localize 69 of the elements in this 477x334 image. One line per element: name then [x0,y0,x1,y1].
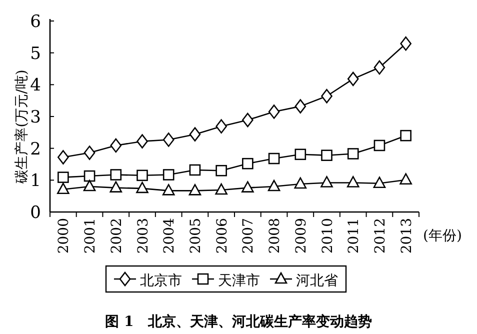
point [268,152,280,164]
point [268,180,280,192]
point [110,181,122,192]
point [110,138,122,153]
point [188,184,202,196]
point [216,119,227,134]
text: 图 1 北京、天津、河北碳生产率变动趋势 [105,313,372,330]
point [84,170,96,182]
x-tick-label: 2011 [346,218,362,254]
y-tick-label: 6 [30,12,41,32]
point [58,172,69,183]
point [400,173,412,184]
point [216,164,227,176]
x-tick-label: 2006 [214,218,230,254]
point [242,158,254,170]
point [136,182,148,194]
point [162,132,174,147]
point [162,184,175,196]
y-axis-title: 碳生产率(万元/吨) [14,70,30,184]
point [189,127,201,142]
y-tick-label: 1 [30,171,41,192]
point [400,130,412,142]
point [215,183,228,195]
x-axis-title: (年份) [423,228,462,244]
point [84,146,96,160]
point [321,150,332,161]
point [57,182,70,194]
x-tick-label: 2013 [398,218,415,254]
x-tick-label: 2007 [240,218,257,254]
point [136,134,148,148]
point [400,36,412,51]
legend-label: 河北省 [296,273,338,289]
x-tick-label: 2003 [135,218,152,254]
x-tick-label: 2001 [82,218,99,254]
x-tick-label: 2009 [293,218,310,254]
x-tick-label: 2004 [162,218,178,254]
y-tick-label: 3 [30,108,41,128]
x-tick-label: 2005 [188,218,204,254]
x-tick-label: 2002 [108,218,125,254]
point [162,169,174,180]
y-tick-label: 5 [30,44,41,64]
point [83,180,96,192]
point [347,72,359,86]
x-tick-label: 2008 [267,218,284,254]
point [242,181,254,192]
point [110,169,122,180]
point [136,170,148,182]
point [373,176,386,188]
point [294,148,306,160]
point [242,112,254,128]
point [294,99,306,114]
point [346,176,360,188]
point [374,60,386,75]
legend-label: 天津市 [218,273,260,289]
x-tick-label: 2000 [56,218,72,254]
point [268,104,280,119]
point [321,88,332,104]
point [58,150,69,164]
y-tick-label: 0 [30,203,41,223]
x-tick-label: 2010 [320,218,336,254]
point [294,177,307,189]
x-tick-label: 2012 [372,218,388,254]
point [189,164,201,176]
point [320,176,333,188]
point [347,148,359,160]
y-tick-label: 2 [30,139,41,160]
y-tick-label: 4 [30,76,41,96]
legend-label: 北京市 [140,273,182,289]
point [374,140,386,152]
